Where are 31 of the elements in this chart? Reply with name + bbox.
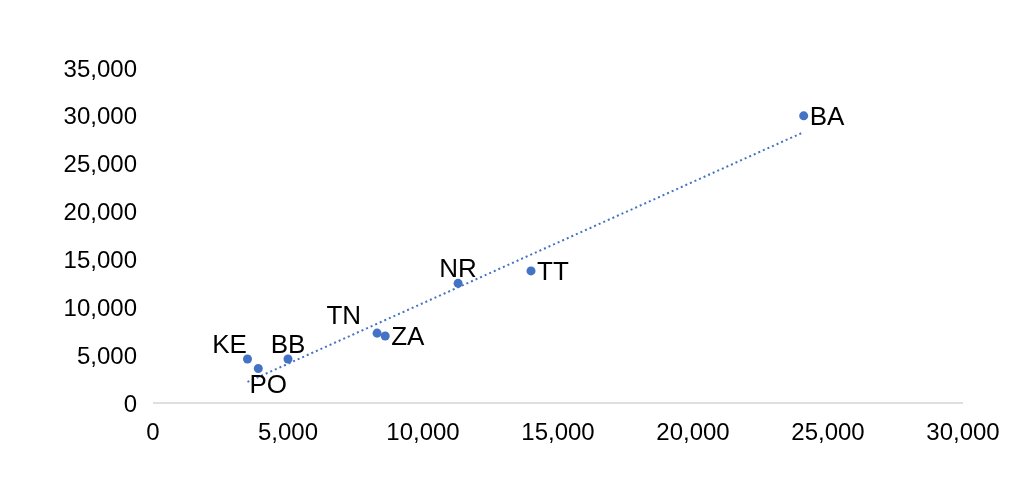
annotation: ZA bbox=[391, 321, 426, 352]
y-tick-label: 10,000 bbox=[63, 293, 137, 321]
annotation: TT bbox=[537, 256, 569, 287]
annotation: TN bbox=[326, 300, 362, 331]
point bbox=[799, 111, 809, 121]
y-tick-label: 5,000 bbox=[76, 341, 137, 369]
annotation: KE bbox=[212, 328, 247, 359]
annotation: PO bbox=[249, 369, 288, 399]
y-tick-label: 30,000 bbox=[63, 102, 137, 130]
y-tick-label: 15,000 bbox=[63, 245, 137, 273]
x-tick-label: 30,000 bbox=[926, 418, 1000, 446]
x-tick-label: 5,000 bbox=[257, 418, 319, 446]
y-tick-label: 25,000 bbox=[63, 150, 137, 178]
x-tick-label: 25,000 bbox=[791, 418, 865, 446]
point bbox=[372, 328, 382, 338]
point bbox=[253, 364, 263, 374]
x-tick-label: 10,000 bbox=[386, 418, 460, 446]
y-tick-label: 35,000 bbox=[63, 54, 137, 82]
point bbox=[380, 331, 390, 341]
y-tick-label: 20,000 bbox=[63, 198, 137, 226]
point bbox=[283, 354, 293, 364]
y-tick-label: 0 bbox=[123, 389, 137, 417]
x-tick-label: 0 bbox=[146, 418, 160, 446]
point bbox=[453, 278, 463, 288]
annotation: BB bbox=[270, 328, 306, 359]
annotation: BA bbox=[809, 101, 846, 132]
annotation: NR bbox=[439, 253, 477, 284]
point bbox=[242, 354, 253, 364]
x-tick-label: 20,000 bbox=[656, 418, 730, 446]
x-tick-label: 15,000 bbox=[521, 418, 595, 446]
point bbox=[526, 266, 536, 276]
